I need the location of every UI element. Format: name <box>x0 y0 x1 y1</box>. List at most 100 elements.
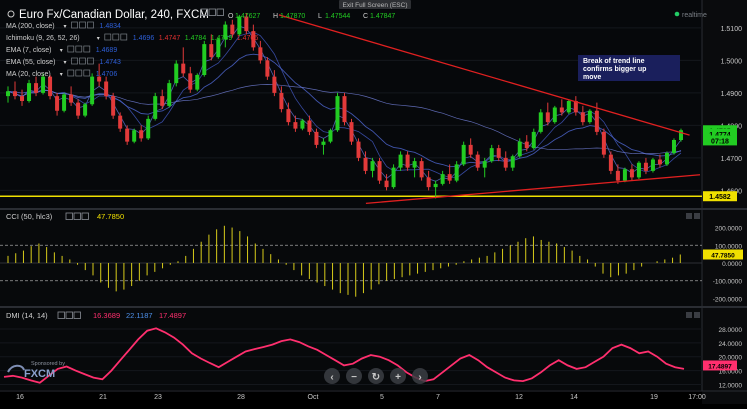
settings-icon[interactable] <box>75 45 83 53</box>
cci-bars <box>0 225 702 297</box>
trendline-upper[interactable] <box>278 14 690 136</box>
settings-icon[interactable] <box>65 311 73 319</box>
indicator-row[interactable]: MA (20, close) ▾ 1.4706 <box>6 69 117 78</box>
ohlc-value: 1.47544 <box>325 13 350 20</box>
chevron-left-button[interactable] <box>324 368 340 384</box>
pane-up-icon[interactable] <box>686 312 692 318</box>
candle-body <box>475 154 480 168</box>
ohlc-value: 1.47847 <box>370 13 395 20</box>
indicator-row[interactable]: EMA (55, close) ▾ 1.4743 <box>6 57 122 66</box>
candle-body <box>468 144 473 155</box>
reset-button[interactable] <box>368 368 384 384</box>
dmi-value: 22.1187 <box>126 311 153 320</box>
eye-icon[interactable] <box>104 33 112 41</box>
indicator-value: 1.4743 <box>100 59 122 66</box>
candle-body <box>503 157 508 168</box>
dmi-lines <box>0 327 702 386</box>
close-icon[interactable] <box>87 57 94 65</box>
settings-icon[interactable] <box>79 57 86 65</box>
ohlc-value: 1.47870 <box>280 13 305 20</box>
dmi-value-tag <box>703 360 737 371</box>
candle-body <box>97 76 102 82</box>
pane-up-icon[interactable] <box>686 213 692 219</box>
time-tick-label: 14 <box>570 394 578 401</box>
candle-body <box>265 60 270 77</box>
zoom-toolbar[interactable]: ‹ − ↻ + › <box>324 368 428 384</box>
chevron-right-button[interactable] <box>412 368 428 384</box>
chevron-left-icon: ‹ <box>330 372 333 383</box>
candle-body <box>433 183 438 188</box>
close-icon[interactable] <box>83 69 91 77</box>
indicator-name: MA (20, close) <box>6 71 51 78</box>
candle-body <box>370 161 375 171</box>
eye-icon[interactable] <box>57 311 65 319</box>
indicator-row[interactable]: EMA (7, close) ▾ 1.4689 <box>6 45 117 54</box>
candle-body <box>314 131 319 145</box>
trendlines[interactable] <box>278 14 701 205</box>
dmi-icons[interactable] <box>57 311 81 319</box>
indicator-row[interactable]: Ichimoku (9, 26, 52, 26) ▾ 1.4696 1.4747 1.4… <box>6 33 258 42</box>
dmi-tick-label: 28.0000 <box>719 327 743 334</box>
time-axis[interactable]: 16 21 23 28 Oct 5 7 12 14 19 17:00 <box>16 394 706 401</box>
time-tick-label: 21 <box>99 394 107 401</box>
price-tag <box>703 135 737 146</box>
cci-tick-label: -100.0000 <box>713 279 743 286</box>
close-icon[interactable] <box>216 8 224 16</box>
price-tag <box>703 191 737 202</box>
settings-icon[interactable] <box>75 69 83 77</box>
indicator-name: EMA (55, close) <box>6 59 55 66</box>
settings-icon[interactable] <box>208 8 216 16</box>
trendline-lower[interactable] <box>365 174 701 205</box>
indicator-row[interactable]: MA (200, close) ▾ 1.4834 <box>6 21 121 30</box>
settings-icon[interactable] <box>73 212 81 220</box>
candle-body <box>55 96 60 111</box>
collapse-icon[interactable] <box>7 10 15 18</box>
close-icon[interactable] <box>120 33 128 41</box>
close-icon[interactable] <box>87 21 94 29</box>
candle-body <box>300 120 305 129</box>
indicator-value: 1.4696 <box>133 35 155 42</box>
eye-icon[interactable] <box>67 69 75 77</box>
price-scale <box>702 0 747 404</box>
indicator-legend[interactable]: MA (200, close) ▾ 1.4834 Ichimoku (9, 26, 5… <box>6 21 258 78</box>
time-tick-label: 28 <box>237 394 245 401</box>
dmi-values: 16.3689 22.1187 17.4897 <box>93 311 186 320</box>
exit-fullscreen-button[interactable] <box>339 0 411 9</box>
sponsor-logo[interactable]: Sponsored by FXCM <box>7 361 65 380</box>
close-icon[interactable] <box>81 212 89 220</box>
ma200-line <box>7 84 682 155</box>
settings-icon[interactable] <box>112 33 120 41</box>
plus-icon: + <box>395 372 401 383</box>
pane-close-icon[interactable] <box>694 312 700 318</box>
eye-icon[interactable] <box>67 45 75 53</box>
eye-icon[interactable] <box>71 57 78 65</box>
header-icons[interactable] <box>200 8 224 16</box>
eye-icon[interactable] <box>71 21 78 29</box>
candle-body <box>461 144 466 165</box>
grid <box>0 27 702 197</box>
eye-icon[interactable] <box>200 8 208 16</box>
close-icon[interactable] <box>83 45 91 53</box>
pane-close-icon[interactable] <box>694 213 700 219</box>
candle-body <box>398 154 403 168</box>
minus-button[interactable] <box>346 368 362 384</box>
candle-body <box>146 118 151 139</box>
candle-body <box>293 122 298 129</box>
candle-body <box>237 16 242 35</box>
exit-fullscreen-label[interactable]: Exit Full Screen (ESC) <box>342 2 407 9</box>
time-tick-label: 5 <box>380 394 384 401</box>
plus-button[interactable] <box>390 368 406 384</box>
settings-icon[interactable] <box>79 21 86 29</box>
time-tick-label: 19 <box>650 394 658 401</box>
candle-body <box>132 130 137 142</box>
candle-body <box>559 107 564 113</box>
annotation-box[interactable] <box>578 55 680 81</box>
candle-body <box>307 120 312 132</box>
cci-icons[interactable] <box>65 212 89 220</box>
eye-icon[interactable] <box>65 212 73 220</box>
candle-body <box>41 76 46 93</box>
close-icon[interactable] <box>73 311 81 319</box>
candle-body <box>342 96 347 123</box>
price-tag-label: 07:18 <box>711 138 729 145</box>
